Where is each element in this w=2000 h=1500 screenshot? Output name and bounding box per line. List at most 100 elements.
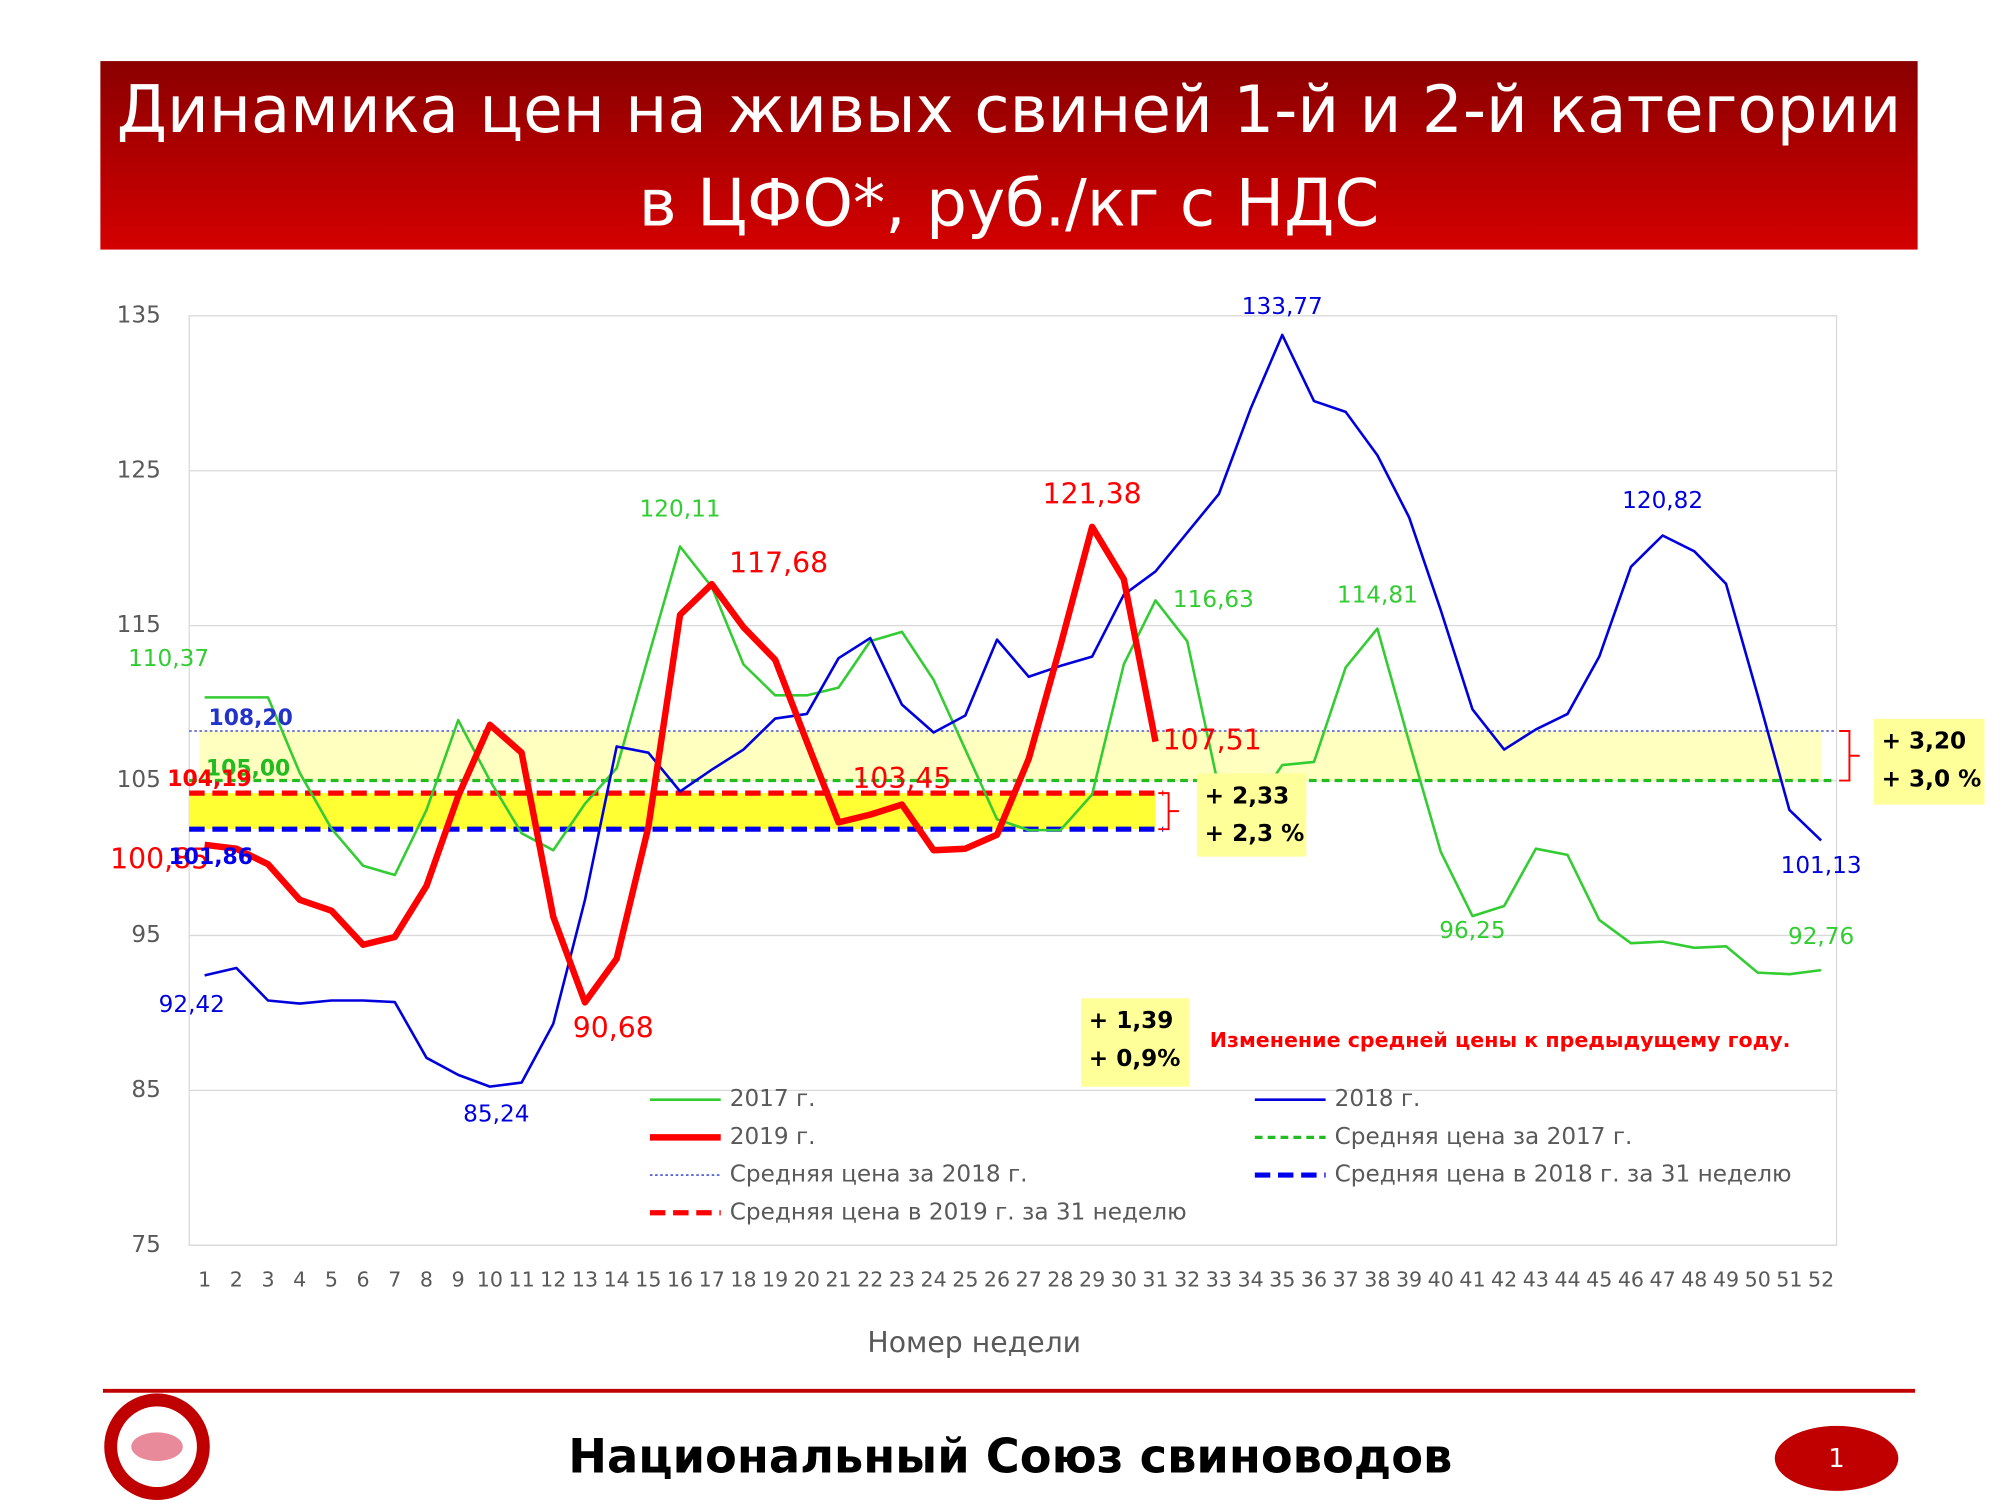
annotation-box — [1081, 998, 1190, 1087]
data-label: 100,85 — [110, 842, 209, 875]
legend-label: Средняя цена за 2018 г. — [730, 1160, 1028, 1187]
note: Изменение средней цены к предыдущему год… — [1210, 1028, 1791, 1052]
x-tick-label: 44 — [1554, 1267, 1580, 1291]
average-label: 105,00 — [206, 756, 290, 781]
x-tick-label: 26 — [984, 1267, 1010, 1291]
data-label: 117,68 — [729, 547, 828, 580]
x-tick-label: 17 — [699, 1267, 725, 1291]
y-tick-label: 105 — [117, 766, 161, 793]
x-tick-label: 2 — [230, 1267, 243, 1291]
x-tick-label: 9 — [452, 1267, 465, 1291]
x-tick-label: 12 — [540, 1267, 566, 1291]
series-line — [204, 523, 1159, 1006]
data-label: 121,38 — [1043, 478, 1142, 511]
x-tick-label: 36 — [1301, 1267, 1327, 1291]
annotation-text: + 2,33 — [1205, 782, 1290, 809]
legend-label: Средняя цена в 2018 г. за 31 неделю — [1335, 1160, 1792, 1187]
x-tick-label: 22 — [857, 1267, 883, 1291]
page-badge — [1774, 1425, 1899, 1491]
x-tick-label: 51 — [1776, 1267, 1802, 1291]
x-tick-label: 42 — [1491, 1267, 1517, 1291]
y-tick-label: 95 — [131, 921, 160, 948]
x-tick-label: 3 — [261, 1267, 274, 1291]
legend-label: Средняя цена в 2019 г. за 31 неделю — [730, 1198, 1187, 1225]
x-tick-label: 45 — [1586, 1267, 1612, 1291]
logo — [104, 1393, 210, 1500]
data-label: 110,37 — [128, 645, 209, 672]
x-tick-label: 39 — [1396, 1267, 1422, 1291]
data-label: 96,25 — [1439, 917, 1505, 944]
x-tick-label: 40 — [1428, 1267, 1454, 1291]
data-label: 101,13 — [1781, 852, 1862, 879]
data-label: 116,63 — [1173, 586, 1254, 613]
data-label: 107,51 — [1163, 724, 1262, 757]
x-tick-label: 52 — [1808, 1267, 1834, 1291]
x-tick-label: 16 — [667, 1267, 693, 1291]
x-tick-label: 38 — [1364, 1267, 1390, 1291]
x-tick-label: 31 — [1142, 1267, 1168, 1291]
x-tick-label: 25 — [952, 1267, 978, 1291]
x-tick-label: 13 — [572, 1267, 598, 1291]
y-tick-label: 75 — [131, 1231, 160, 1258]
data-label: 85,24 — [463, 1101, 529, 1128]
x-tick-label: 19 — [762, 1267, 788, 1291]
x-tick-label: 41 — [1459, 1267, 1485, 1291]
y-tick-label: 125 — [117, 456, 161, 483]
y-tick-label: 135 — [117, 301, 161, 328]
legend-label: 2018 г. — [1335, 1085, 1421, 1112]
data-label: 92,42 — [159, 991, 225, 1018]
x-tick-label: 21 — [825, 1267, 851, 1291]
legend-label: 2019 г. — [730, 1123, 816, 1150]
brace — [1839, 730, 1860, 782]
annotation-box — [1873, 718, 1985, 805]
x-axis-label: Номер недели — [867, 1326, 1081, 1359]
data-label: 133,77 — [1242, 293, 1323, 320]
x-tick-label: 43 — [1523, 1267, 1549, 1291]
x-tick-label: 14 — [604, 1267, 630, 1291]
data-label: 90,68 — [573, 1012, 654, 1045]
band — [199, 730, 1822, 781]
title: Динамика цен на живых свиней 1-й и 2-й к… — [117, 73, 1902, 148]
x-tick-label: 32 — [1174, 1267, 1200, 1291]
series-line — [204, 333, 1822, 1088]
annotation-box — [1196, 773, 1307, 857]
x-tick-label: 29 — [1079, 1267, 1105, 1291]
x-tick-label: 7 — [388, 1267, 401, 1291]
x-tick-label: 15 — [635, 1267, 661, 1291]
x-tick-label: 50 — [1745, 1267, 1771, 1291]
x-tick-label: 37 — [1333, 1267, 1359, 1291]
x-tick-label: 30 — [1111, 1267, 1137, 1291]
x-tick-label: 35 — [1269, 1267, 1295, 1291]
x-tick-label: 10 — [477, 1267, 503, 1291]
data-label: 120,11 — [640, 496, 721, 523]
x-tick-label: 46 — [1618, 1267, 1644, 1291]
brace — [1158, 792, 1179, 831]
data-label: 103,45 — [852, 762, 951, 795]
title-bar — [100, 61, 1918, 250]
annotation-text: + 1,39 — [1089, 1007, 1174, 1034]
data-label: 92,76 — [1788, 923, 1854, 950]
x-tick-label: 23 — [889, 1267, 915, 1291]
x-tick-label: 1 — [198, 1267, 211, 1291]
y-tick-label: 115 — [117, 611, 161, 638]
x-tick-label: 28 — [1047, 1267, 1073, 1291]
x-tick-label: 8 — [420, 1267, 433, 1291]
footer-title: Национальный Союз свиноводов — [568, 1429, 1452, 1483]
annotation-text: + 3,20 — [1882, 728, 1967, 755]
x-tick-label: 33 — [1206, 1267, 1232, 1291]
title: в ЦФО*, руб./кг с НДС — [639, 166, 1380, 241]
average-label: 104,19 — [167, 767, 251, 792]
average-label: 101,86 — [169, 845, 253, 870]
x-tick-label: 27 — [1016, 1267, 1042, 1291]
x-tick-label: 18 — [730, 1267, 756, 1291]
annotation-text: + 0,9% — [1089, 1045, 1181, 1072]
x-tick-label: 5 — [325, 1267, 338, 1291]
x-tick-label: 11 — [508, 1267, 534, 1291]
data-label: 120,82 — [1622, 487, 1703, 514]
legend-label: Средняя цена за 2017 г. — [1335, 1123, 1633, 1150]
x-tick-label: 4 — [293, 1267, 306, 1291]
x-tick-label: 20 — [794, 1267, 820, 1291]
annotation-text: + 2,3 % — [1205, 820, 1305, 847]
